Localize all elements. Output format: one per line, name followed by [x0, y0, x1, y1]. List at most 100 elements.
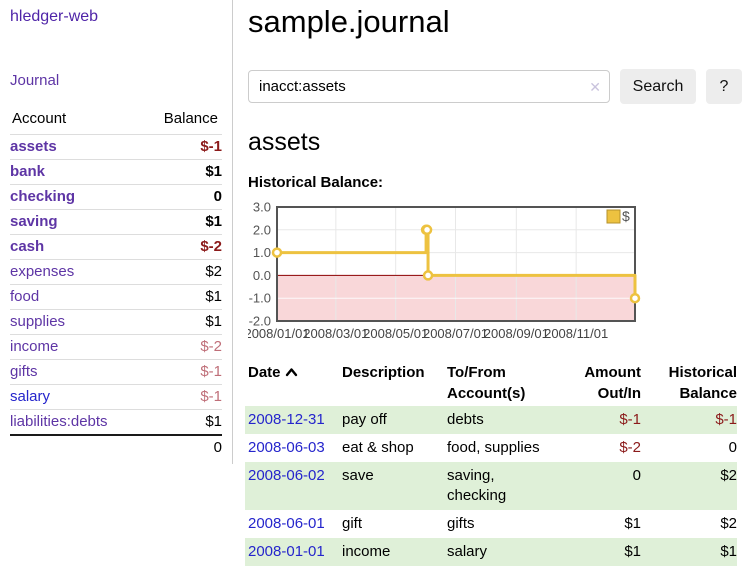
svg-text:2008/07/01: 2008/07/01 — [423, 326, 488, 341]
account-row: assets $-1 — [10, 134, 222, 160]
app-layout: hledger-web Journal Account Balance asse… — [10, 0, 742, 566]
svg-text:2008/03/01: 2008/03/01 — [303, 326, 368, 341]
account-balance: $1 — [205, 313, 222, 330]
balance-column-header: Balance — [163, 110, 218, 127]
account-row: bank $1 — [10, 159, 222, 185]
svg-text:0.0: 0.0 — [253, 268, 271, 283]
transaction-row: 2008-06-02 save saving, checking 0 $2 — [245, 462, 737, 510]
sort-ascending-icon — [285, 362, 298, 383]
transaction-accounts: saving, checking — [447, 467, 507, 504]
account-table-header-row: Account Balance — [10, 109, 222, 135]
account-row: supplies $1 — [10, 309, 222, 335]
transaction-description: save — [342, 467, 374, 484]
transaction-date-link[interactable]: 2008-06-03 — [248, 439, 325, 456]
search-input[interactable] — [248, 70, 610, 103]
transaction-row: 2008-12-31 pay off debts $-1 $-1 — [245, 406, 737, 434]
register-col-balance: Historical Balance — [668, 364, 737, 402]
svg-text:2008/01/01: 2008/01/01 — [248, 326, 310, 341]
account-link[interactable]: liabilities:debts — [10, 413, 108, 430]
transaction-accounts: salary — [447, 543, 488, 560]
register-table: Date Description To/From Account(s) Amou… — [245, 360, 737, 566]
register-col-description: Description — [342, 364, 425, 381]
brand-link[interactable]: hledger-web — [10, 8, 99, 25]
account-link[interactable]: cash — [10, 238, 45, 255]
account-link[interactable]: income — [10, 338, 59, 355]
transaction-date-link[interactable]: 2008-01-01 — [248, 543, 325, 560]
account-balance: $1 — [205, 163, 222, 180]
chart-title: Historical Balance: — [248, 174, 384, 191]
account-link[interactable]: expenses — [10, 263, 75, 280]
register-header-row: Date Description To/From Account(s) Amou… — [245, 360, 737, 406]
transaction-amount: $-1 — [619, 411, 641, 428]
account-balance: $-1 — [200, 138, 222, 155]
account-row: expenses $2 — [10, 259, 222, 285]
transaction-accounts: gifts — [447, 515, 475, 532]
account-link[interactable]: salary — [10, 388, 51, 405]
search-button[interactable]: Search — [620, 69, 696, 104]
transaction-balance: $2 — [720, 515, 737, 532]
search-box: ✕ — [248, 70, 610, 103]
transaction-description: eat & shop — [342, 439, 414, 456]
register-col-date[interactable]: Date — [245, 360, 342, 406]
account-row: saving $1 — [10, 209, 222, 235]
transaction-date-link[interactable]: 2008-06-02 — [248, 467, 325, 484]
transaction-description: gift — [342, 515, 363, 532]
account-row: income $-2 — [10, 334, 222, 360]
svg-text:2008/05/01: 2008/05/01 — [363, 326, 428, 341]
svg-text:2008/09/01: 2008/09/01 — [484, 326, 549, 341]
transaction-date-link[interactable]: 2008-12-31 — [248, 411, 325, 428]
account-link[interactable]: bank — [10, 163, 46, 180]
clear-search-icon[interactable]: ✕ — [589, 78, 601, 95]
transaction-balance: 0 — [728, 439, 737, 456]
account-heading: assets — [248, 128, 321, 156]
svg-text:2008/11/01: 2008/11/01 — [544, 326, 608, 341]
sidebar-item-journal[interactable]: Journal — [10, 72, 60, 89]
transaction-description: income — [342, 543, 391, 560]
svg-text:1.0: 1.0 — [253, 245, 271, 260]
register-col-amount: Amount Out/In — [584, 364, 641, 402]
transaction-amount: $1 — [624, 515, 641, 532]
account-row: liabilities:debts $1 — [10, 409, 222, 436]
account-link[interactable]: supplies — [10, 313, 66, 330]
main-content: sample.journal ✕ Search ? assets Histori… — [233, 0, 742, 566]
transaction-balance: $2 — [720, 467, 737, 484]
account-balance: $-2 — [200, 338, 222, 355]
transaction-accounts: food, supplies — [447, 439, 540, 456]
search-bar: ✕ Search ? — [248, 69, 742, 104]
account-link[interactable]: gifts — [10, 363, 38, 380]
svg-text:$: $ — [622, 208, 630, 224]
account-balance: $1 — [205, 413, 222, 430]
transaction-amount: 0 — [632, 467, 641, 484]
transaction-amount: $1 — [624, 543, 641, 560]
page-title: sample.journal — [248, 4, 450, 39]
account-column-header: Account — [12, 110, 67, 127]
account-row: cash $-2 — [10, 234, 222, 260]
brand: hledger-web — [10, 8, 232, 26]
account-balance: $2 — [205, 263, 222, 280]
transaction-row: 2008-06-03 eat & shop food, supplies $-2… — [245, 434, 737, 462]
account-link[interactable]: saving — [10, 213, 58, 230]
transaction-row: 2008-06-01 gift gifts $1 $2 — [245, 510, 737, 538]
transaction-row: 2008-01-01 income salary $1 $1 — [245, 538, 737, 566]
sidebar-total-balance: 0 — [213, 439, 222, 456]
account-balance: $1 — [205, 288, 222, 305]
account-row: gifts $-1 — [10, 359, 222, 385]
svg-text:3.0: 3.0 — [253, 202, 271, 215]
svg-text:-2.0: -2.0 — [249, 314, 271, 329]
transaction-balance: $1 — [720, 543, 737, 560]
sidebar-total-row: 0 — [10, 435, 222, 460]
account-link[interactable]: checking — [10, 188, 76, 205]
transaction-description: pay off — [342, 411, 387, 428]
register-col-accounts: To/From Account(s) — [447, 364, 526, 402]
transaction-date-link[interactable]: 2008-06-01 — [248, 515, 325, 532]
account-balance-table: Account Balance assets $-1 bank $1 check… — [10, 109, 222, 460]
account-row: food $1 — [10, 284, 222, 310]
transaction-accounts: debts — [447, 411, 484, 428]
account-link[interactable]: food — [10, 288, 40, 305]
account-link[interactable]: assets — [10, 138, 57, 155]
help-button[interactable]: ? — [706, 69, 742, 104]
account-row: salary $-1 — [10, 384, 222, 410]
account-row: checking 0 — [10, 184, 222, 210]
account-balance: $-1 — [200, 363, 222, 380]
account-balance: $-2 — [200, 238, 222, 255]
